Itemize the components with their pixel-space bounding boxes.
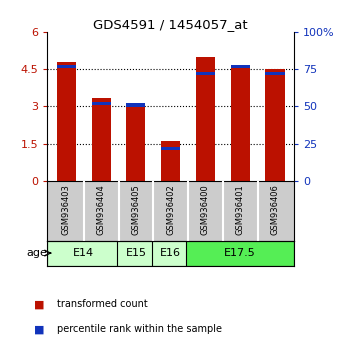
Bar [126, 103, 145, 107]
Text: GSM936400: GSM936400 [201, 184, 210, 235]
Bar [57, 62, 76, 181]
Bar [57, 64, 76, 68]
Bar [186, 241, 294, 266]
Text: E15: E15 [125, 248, 146, 258]
Text: ■: ■ [34, 324, 44, 334]
Text: E17.5: E17.5 [224, 248, 256, 258]
Bar [47, 241, 120, 266]
Bar [92, 102, 111, 105]
Bar [265, 69, 285, 181]
Text: GSM936405: GSM936405 [131, 184, 140, 235]
Text: GSM936406: GSM936406 [270, 184, 280, 235]
Bar [196, 57, 215, 181]
Bar [126, 103, 145, 181]
Text: age: age [26, 248, 47, 258]
Text: GSM936402: GSM936402 [166, 184, 175, 235]
Bar [161, 141, 180, 181]
Text: E14: E14 [73, 248, 94, 258]
Text: GSM936401: GSM936401 [236, 184, 245, 235]
Text: percentile rank within the sample: percentile rank within the sample [57, 324, 222, 334]
Bar [231, 67, 250, 181]
Bar [117, 241, 155, 266]
Text: ■: ■ [34, 299, 44, 309]
Bar [161, 147, 180, 150]
Bar [151, 241, 190, 266]
Bar [196, 72, 215, 75]
Text: GSM936404: GSM936404 [97, 184, 106, 235]
Text: transformed count: transformed count [57, 299, 148, 309]
Bar [265, 72, 285, 75]
Bar [92, 98, 111, 181]
Bar [231, 64, 250, 68]
Text: GSM936403: GSM936403 [62, 184, 71, 235]
Text: E16: E16 [160, 248, 181, 258]
Title: GDS4591 / 1454057_at: GDS4591 / 1454057_at [93, 18, 248, 31]
